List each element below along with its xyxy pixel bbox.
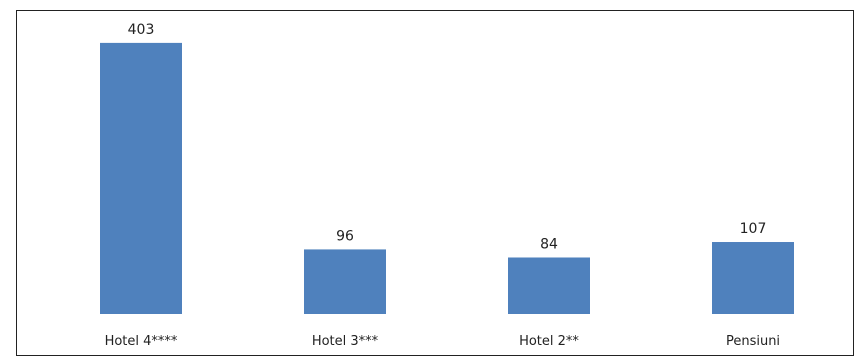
bar-3 xyxy=(712,242,794,314)
data-label-3: 107 xyxy=(740,221,767,237)
data-label-0: 403 xyxy=(128,22,155,38)
bar-2 xyxy=(508,257,590,314)
bar-1 xyxy=(304,249,386,314)
data-label-1: 96 xyxy=(336,228,354,244)
category-label-1: Hotel 3*** xyxy=(312,334,379,349)
bar-0 xyxy=(100,42,182,315)
category-label-3: Pensiuni xyxy=(726,334,780,349)
category-label-2: Hotel 2** xyxy=(519,334,579,349)
data-label-2: 84 xyxy=(540,236,558,252)
category-label-0: Hotel 4**** xyxy=(105,334,178,349)
